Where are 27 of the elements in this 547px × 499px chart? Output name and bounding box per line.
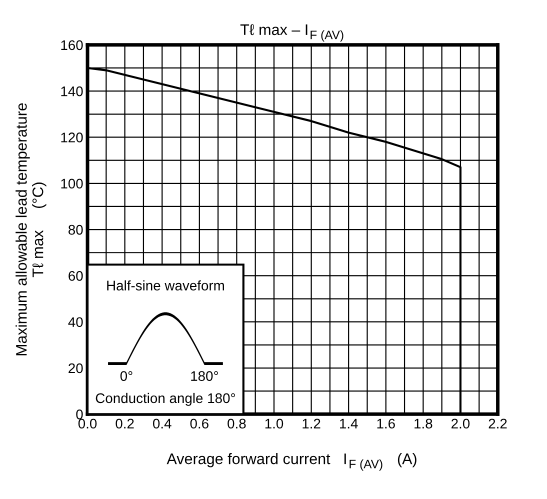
annotation: Conduction angle 180° [96, 392, 235, 406]
y-tick-label: 80 [68, 224, 83, 235]
y-tick-label: 140 [61, 86, 83, 96]
x-tick-label: 0.4 [153, 418, 172, 429]
x-tick-label: 1.4 [340, 418, 358, 428]
annotation: Half-sine waveform [107, 280, 224, 291]
x-tick-label: 0.2 [116, 418, 134, 429]
chart-title: Tℓ max – IF (AV) [240, 24, 344, 42]
x-tick-label: 0.6 [190, 418, 208, 429]
x-tick-label: 2.2 [488, 418, 507, 428]
y-tick-label: 160 [61, 40, 83, 50]
x-tick-label: 1.6 [377, 418, 395, 429]
y-tick-label: 40 [68, 317, 83, 328]
x-tick-label: 0.0 [78, 418, 97, 429]
annotation: 0° [120, 371, 132, 381]
x-tick-label: 1.2 [302, 418, 320, 428]
y-tick-label: 0 [76, 410, 83, 420]
x-tick-label: 0.8 [228, 418, 246, 429]
x-tick-label: 1.0 [265, 418, 284, 429]
y-tick-label: 20 [68, 363, 83, 374]
y-axis-title: Maximum allowable lead temperature Tℓ max (°C) [16, 103, 46, 356]
annotation: 180° [191, 371, 218, 381]
y-tick-label: 120 [61, 132, 83, 142]
x-tick-label: 2.0 [452, 418, 470, 429]
y-tick-label: 60 [68, 271, 83, 281]
y-tick-label: 100 [61, 178, 83, 189]
x-tick-label: 1.8 [414, 418, 432, 429]
